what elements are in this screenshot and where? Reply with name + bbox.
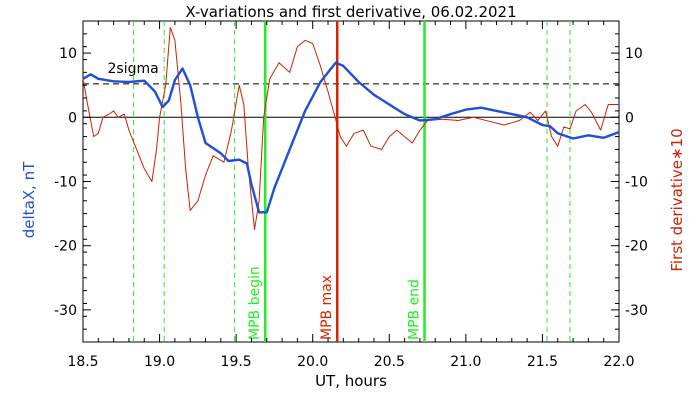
x-axis-label: UT, hours bbox=[315, 372, 387, 390]
x-tick-label: 19.0 bbox=[144, 354, 175, 370]
x-tick-label: 22.0 bbox=[603, 354, 634, 370]
y-tick-label-right: -10 bbox=[625, 175, 648, 191]
x-tick-label: 20.0 bbox=[297, 354, 328, 370]
y-tick-label-left: -10 bbox=[54, 175, 77, 191]
plot-frame bbox=[82, 20, 620, 343]
y-tick-label-left: 0 bbox=[68, 110, 77, 126]
x-tick-label: 20.5 bbox=[374, 354, 405, 370]
x-tick-label: 21.0 bbox=[450, 354, 481, 370]
y-tick-label-left: -20 bbox=[54, 239, 77, 255]
y-axis-right-label: First derivative∗10 bbox=[668, 128, 686, 271]
y-tick-label-left: -30 bbox=[54, 303, 77, 319]
x-tick-label: 21.5 bbox=[527, 354, 558, 370]
y-tick-label-right: -20 bbox=[625, 239, 648, 255]
deltax-series-line bbox=[82, 61, 620, 214]
vertical-marker-label: MPB end bbox=[407, 279, 423, 340]
y-tick-label-left: 10 bbox=[59, 46, 77, 62]
x-tick-label: 18.5 bbox=[67, 354, 98, 370]
y-tick-label-right: 0 bbox=[625, 110, 634, 126]
y-tick-label-right: -30 bbox=[625, 303, 648, 319]
x-tick-label: 19.5 bbox=[221, 354, 252, 370]
derivative-series-line bbox=[82, 26, 619, 231]
y-tick-label-right: 10 bbox=[625, 46, 643, 62]
vertical-marker-label: MPB max bbox=[319, 275, 335, 340]
chart-title: X-variations and first derivative, 06.02… bbox=[185, 3, 516, 21]
vertical-marker-label: MPB begin bbox=[247, 266, 263, 340]
y-axis-left-label: deltaX, nT bbox=[20, 161, 38, 238]
